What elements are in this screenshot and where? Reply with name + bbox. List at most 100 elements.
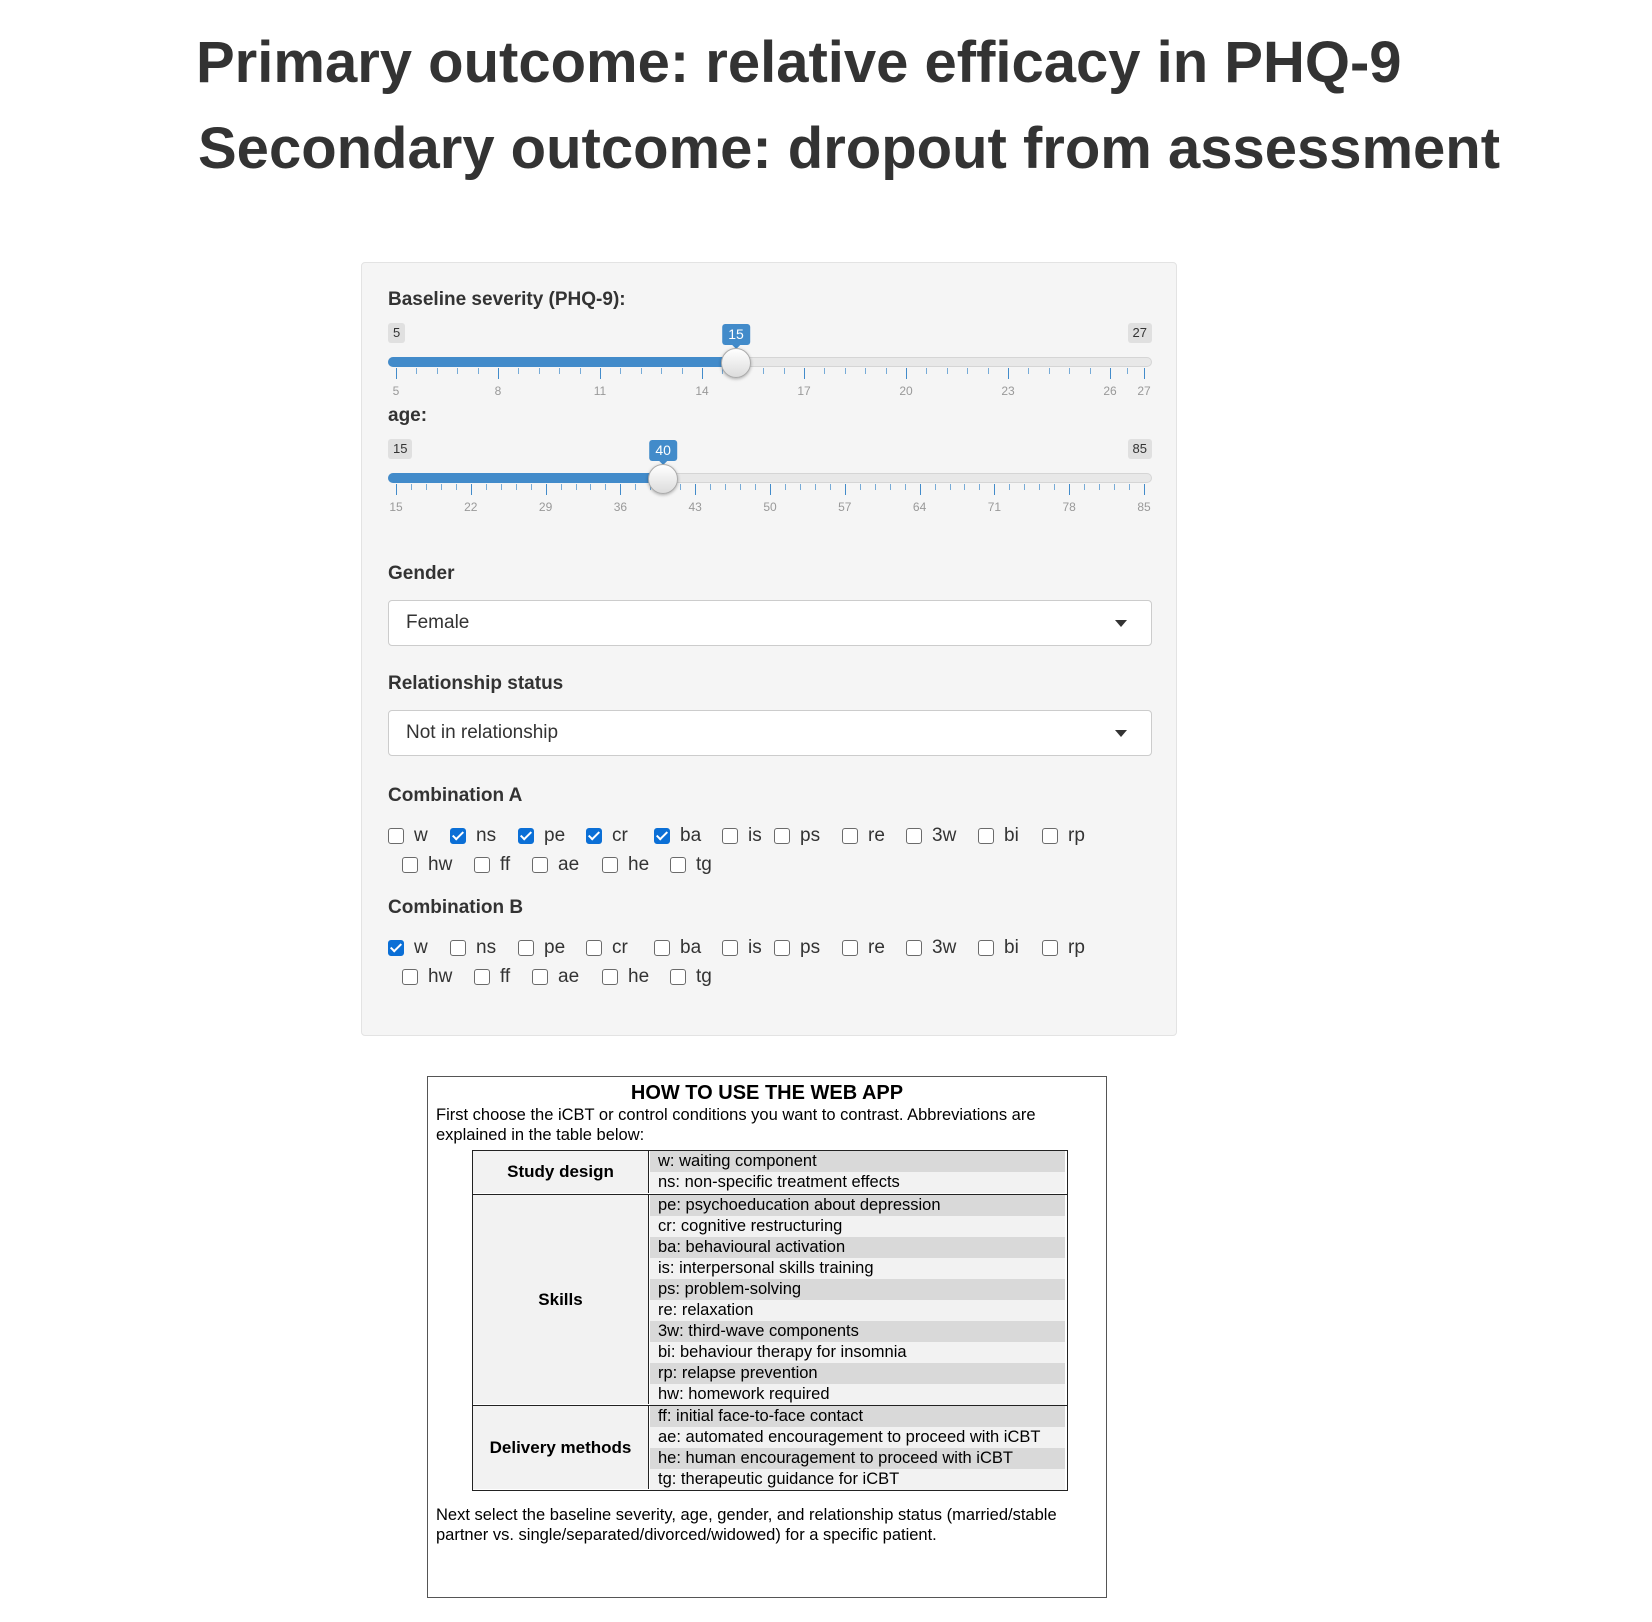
checkbox-label: ba xyxy=(680,825,702,846)
checkbox[interactable] xyxy=(518,940,534,956)
checkbox[interactable] xyxy=(388,940,404,956)
age-tick-label: 78 xyxy=(1062,500,1076,514)
checkbox[interactable] xyxy=(774,940,790,956)
relationship-select[interactable]: Not in relationship xyxy=(388,710,1152,756)
checkbox[interactable] xyxy=(774,828,790,844)
checkbox-label: hw xyxy=(428,854,453,875)
gender-select[interactable]: Female xyxy=(388,600,1152,646)
table-row: pe: psychoeducation about depression xyxy=(650,1195,1065,1216)
severity-minor-tick xyxy=(579,368,581,374)
checkbox[interactable] xyxy=(450,828,466,844)
age-minor-tick xyxy=(635,484,637,490)
checkbox[interactable] xyxy=(602,857,618,873)
age-minor-tick xyxy=(784,484,786,490)
age-minor-tick xyxy=(1024,484,1026,490)
severity-minor-tick xyxy=(1127,368,1128,374)
checkbox[interactable] xyxy=(450,940,466,956)
checkbox-label: bi xyxy=(1004,825,1019,846)
age-minor-tick xyxy=(560,484,562,490)
age-minor-tick xyxy=(725,484,727,490)
age-minor-tick xyxy=(1084,484,1086,490)
checkbox-label: ba xyxy=(680,937,702,958)
table-row: w: waiting component xyxy=(650,1151,1065,1172)
age-tick xyxy=(919,484,921,495)
table-row: ps: problem-solving xyxy=(650,1279,1065,1300)
age-tick-label: 43 xyxy=(688,500,702,514)
age-minor-tick xyxy=(874,484,876,490)
severity-minor-tick xyxy=(436,368,438,374)
checkbox-label: 3w xyxy=(932,937,957,958)
checkbox[interactable] xyxy=(402,857,418,873)
severity-minor-tick xyxy=(681,368,683,374)
age-minor-tick xyxy=(934,484,936,490)
checkbox[interactable] xyxy=(842,828,858,844)
instructions-intro: First choose the iCBT or control conditi… xyxy=(436,1106,1036,1144)
checkbox[interactable] xyxy=(474,969,490,985)
gender-selected-value: Female xyxy=(406,612,470,633)
checkbox[interactable] xyxy=(602,969,618,985)
group-name: Skills xyxy=(473,1195,649,1404)
severity-tick-label: 11 xyxy=(593,384,607,398)
age-minor-tick xyxy=(1099,484,1101,490)
checkbox[interactable] xyxy=(474,857,490,873)
age-minor-tick xyxy=(1039,484,1041,490)
age-minor-tick xyxy=(590,484,592,490)
age-tick xyxy=(1144,484,1145,495)
severity-slider-handle[interactable] xyxy=(721,348,751,378)
checkbox[interactable] xyxy=(654,940,670,956)
table-row: hw: homework required xyxy=(650,1384,1065,1405)
checkbox-label: cr xyxy=(612,825,628,846)
checkbox-label: re xyxy=(868,825,885,846)
table-row: he: human encouragement to proceed with … xyxy=(650,1448,1065,1469)
age-tick-label: 15 xyxy=(389,500,403,514)
age-tick-label: 29 xyxy=(538,500,553,514)
severity-tick-label: 17 xyxy=(797,384,811,398)
age-slider[interactable]: 15 85 15 22 29 36 43 50 57 64 71 78 85 40 xyxy=(388,439,1152,529)
checkbox[interactable] xyxy=(518,828,534,844)
severity-minor-tick xyxy=(824,368,826,374)
secondary-outcome-title: Secondary outcome: dropout from assessme… xyxy=(198,116,1501,181)
age-minor-tick xyxy=(440,484,442,490)
checkbox[interactable] xyxy=(906,828,922,844)
severity-minor-tick xyxy=(640,368,642,374)
age-minor-tick xyxy=(799,484,801,490)
checkbox-label: ff xyxy=(500,854,511,875)
checkbox[interactable] xyxy=(1042,940,1058,956)
checkbox-label: re xyxy=(868,937,885,958)
severity-slider-fill xyxy=(388,357,736,367)
checkbox[interactable] xyxy=(654,828,670,844)
checkbox[interactable] xyxy=(532,857,548,873)
checkbox[interactable] xyxy=(842,940,858,956)
checkbox[interactable] xyxy=(586,828,602,844)
severity-minor-tick xyxy=(926,368,928,374)
checkbox[interactable] xyxy=(722,940,738,956)
checkbox[interactable] xyxy=(1042,828,1058,844)
table-row: 3w: third-wave components xyxy=(650,1321,1065,1342)
checkbox[interactable] xyxy=(906,940,922,956)
checkbox[interactable] xyxy=(978,940,994,956)
checkbox[interactable] xyxy=(532,969,548,985)
severity-tick-label: 5 xyxy=(392,384,400,398)
severity-slider[interactable]: 5 27 5 8 11 14 17 20 23 26 27 15 xyxy=(388,323,1152,413)
severity-minor-tick xyxy=(967,368,969,374)
checkbox[interactable] xyxy=(670,857,686,873)
severity-label: Baseline severity (PHQ-9): xyxy=(388,289,626,310)
age-minor-tick xyxy=(1009,484,1011,490)
checkbox[interactable] xyxy=(978,828,994,844)
severity-tick-label: 27 xyxy=(1137,384,1151,398)
checkbox[interactable] xyxy=(670,969,686,985)
checkbox[interactable] xyxy=(586,940,602,956)
age-slider-handle[interactable] xyxy=(648,464,679,494)
age-tick-label: 50 xyxy=(763,500,777,514)
checkbox-label: w xyxy=(414,825,428,846)
severity-tick xyxy=(906,368,907,379)
severity-tick-label: 14 xyxy=(695,384,709,398)
checkbox[interactable] xyxy=(722,828,738,844)
checkbox[interactable] xyxy=(388,828,404,844)
checkbox[interactable] xyxy=(402,969,418,985)
severity-tick xyxy=(498,368,499,379)
severity-minor-tick xyxy=(844,368,846,374)
checkbox-label: ns xyxy=(476,825,497,846)
age-minor-tick xyxy=(1129,484,1131,490)
age-max-label: 85 xyxy=(1127,439,1152,459)
